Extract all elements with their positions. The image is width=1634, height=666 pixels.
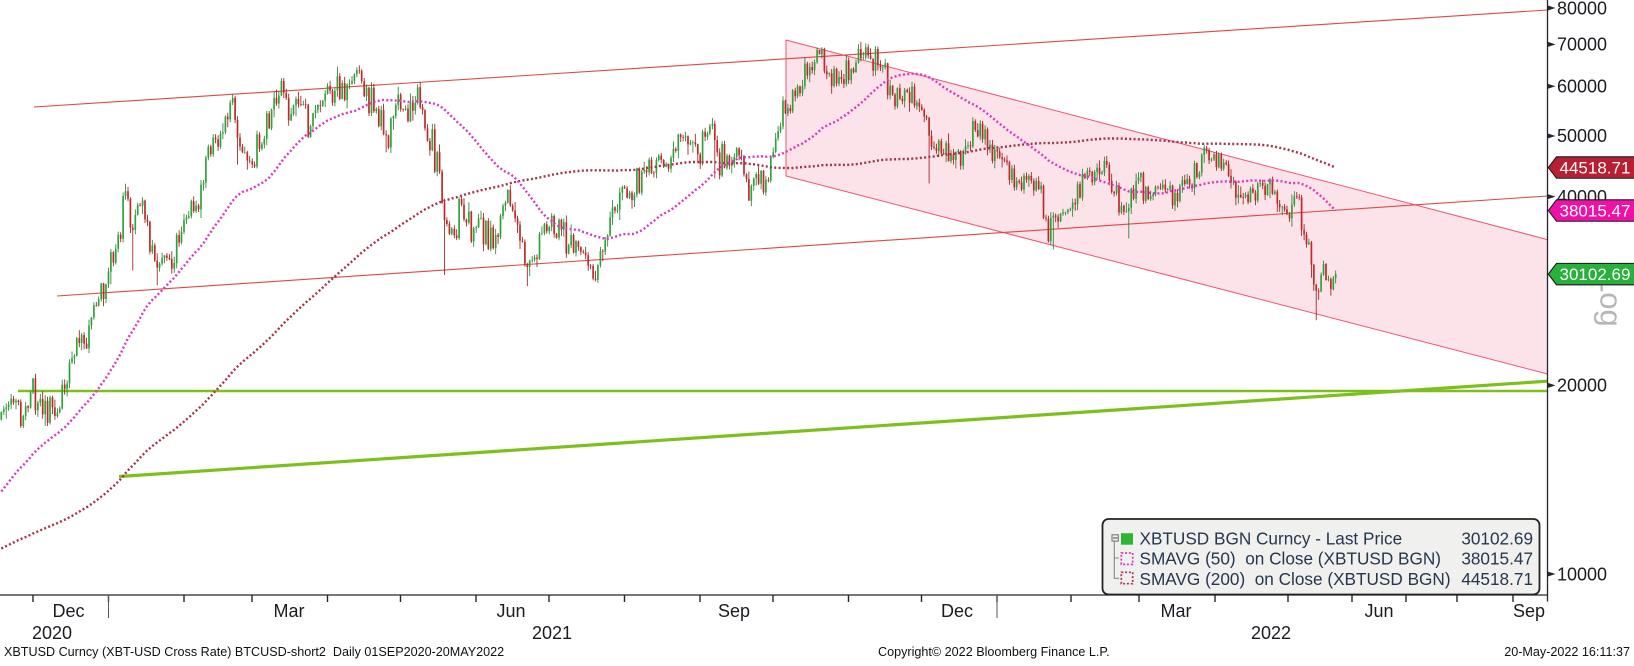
svg-text:38015.47: 38015.47 bbox=[1560, 201, 1631, 220]
svg-text:20-May-2022 16:11:37: 20-May-2022 16:11:37 bbox=[1504, 645, 1630, 659]
svg-text:30102.69: 30102.69 bbox=[1461, 528, 1533, 548]
svg-text:Dec: Dec bbox=[52, 601, 84, 621]
svg-text:2021: 2021 bbox=[532, 623, 572, 643]
svg-text:38015.47: 38015.47 bbox=[1461, 549, 1533, 569]
svg-text:Jun: Jun bbox=[496, 601, 525, 621]
svg-text:70000: 70000 bbox=[1557, 35, 1607, 55]
svg-text:2020: 2020 bbox=[32, 623, 72, 643]
svg-text:XBTUSD BGN Curncy - Last Price: XBTUSD BGN Curncy - Last Price bbox=[1140, 528, 1403, 548]
svg-text:Mar: Mar bbox=[274, 601, 305, 621]
svg-text:60000: 60000 bbox=[1557, 77, 1607, 97]
svg-text:30102.69: 30102.69 bbox=[1560, 265, 1631, 284]
svg-text:44518.71: 44518.71 bbox=[1560, 159, 1631, 178]
svg-text:50000: 50000 bbox=[1557, 126, 1607, 146]
svg-text:20000: 20000 bbox=[1557, 376, 1607, 396]
svg-text:Dec: Dec bbox=[941, 601, 973, 621]
svg-text:SMAVG (200) on Close (XBTUSD: SMAVG (200) on Close (XBTUSD BGN) bbox=[1140, 569, 1451, 589]
svg-text:Sep: Sep bbox=[1513, 601, 1545, 621]
svg-text:Copyright© 2022 Bloomberg Fina: Copyright© 2022 Bloomberg Finance L.P. bbox=[878, 645, 1110, 659]
svg-text:10000: 10000 bbox=[1557, 564, 1607, 584]
svg-text:44518.71: 44518.71 bbox=[1461, 569, 1533, 589]
svg-text:2022: 2022 bbox=[1251, 623, 1291, 643]
svg-text:80000: 80000 bbox=[1557, 0, 1607, 18]
svg-text:Sep: Sep bbox=[718, 601, 750, 621]
svg-text:Mar: Mar bbox=[1161, 601, 1192, 621]
svg-text:Jun: Jun bbox=[1364, 601, 1393, 621]
svg-text:SMAVG (50) on Close (XBTUSD B: SMAVG (50) on Close (XBTUSD BGN) bbox=[1140, 549, 1442, 569]
svg-text:XBTUSD Curncy (XBT-USD Cross R: XBTUSD Curncy (XBT-USD Cross Rate) BTCUS… bbox=[4, 645, 504, 659]
